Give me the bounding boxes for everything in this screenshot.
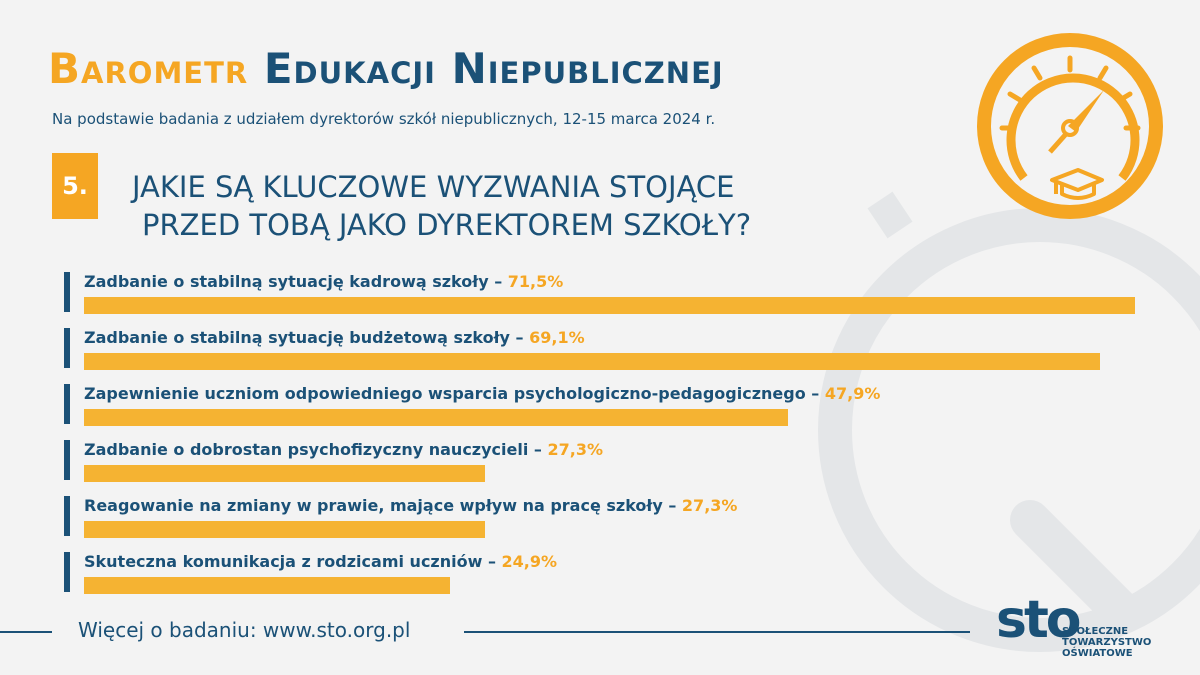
item-marker — [64, 496, 70, 536]
bar — [84, 465, 485, 482]
question-number: 5. — [52, 153, 98, 219]
bar — [84, 297, 1135, 314]
label-separator: – — [805, 384, 825, 403]
label-separator: – — [482, 552, 502, 571]
category-label: Skuteczna komunikacja z rodzicami ucznió… — [84, 552, 483, 571]
speedometer-graduation-cap-icon — [977, 33, 1163, 219]
logo-line-3: OŚWIATOWE — [1062, 648, 1133, 659]
title-part-2: Edukacji Niepublicznej — [263, 44, 724, 93]
page-title: Barometr Edukacji Niepublicznej — [48, 44, 724, 93]
sto-logo: sto SPOŁECZNE TOWARZYSTWO OŚWIATOWE — [996, 590, 1176, 660]
value-label: 47,9% — [824, 384, 881, 403]
bar — [84, 577, 450, 594]
value-label: 24,9% — [501, 552, 558, 571]
question-line-1: JAKIE SĄ KLUCZOWE WYZWANIA STOJĄCE — [132, 170, 735, 204]
bar-label: Zadbanie o stabilną sytuację kadrową szk… — [84, 272, 563, 291]
logo-line-2: TOWARZYSTWO — [1062, 637, 1152, 648]
logo-text: SPOŁECZNE TOWARZYSTWO OŚWIATOWE — [1062, 626, 1151, 659]
bar — [84, 353, 1100, 370]
title-part-1: Barometr — [48, 44, 249, 93]
item-marker — [64, 272, 70, 312]
logo-mark: sto — [996, 590, 1082, 650]
item-marker — [64, 384, 70, 424]
category-label: Zadbanie o stabilną sytuację kadrową szk… — [84, 272, 489, 291]
footer-divider-right — [464, 631, 970, 633]
footer-divider-left — [0, 631, 52, 633]
item-marker — [64, 328, 70, 368]
bar-label: Zapewnienie uczniom odpowiedniego wsparc… — [84, 384, 880, 403]
label-separator: – — [509, 328, 530, 347]
value-label: 69,1% — [529, 328, 585, 347]
logo-line-1: SPOŁECZNE — [1062, 626, 1129, 637]
value-label: 71,5% — [507, 272, 564, 291]
label-separator: – — [488, 272, 508, 291]
value-label: 27,3% — [547, 440, 603, 459]
item-marker — [64, 440, 70, 480]
label-separator: – — [662, 496, 682, 515]
label-separator: – — [528, 440, 548, 459]
category-label: Reagowanie na zmiany w prawie, mające wp… — [84, 496, 663, 515]
value-label: 27,3% — [681, 496, 738, 515]
question-line-2: PRZED TOBĄ JAKO DYREKTOREM SZKOŁY? — [142, 208, 752, 242]
item-marker — [64, 552, 70, 592]
category-label: Zadbanie o stabilną sytuację budżetową s… — [84, 328, 510, 347]
category-label: Zapewnienie uczniom odpowiedniego wsparc… — [84, 384, 806, 403]
bar-label: Zadbanie o dobrostan psychofizyczny nauc… — [84, 440, 603, 459]
category-label: Zadbanie o dobrostan psychofizyczny nauc… — [84, 440, 529, 459]
bar-label: Zadbanie o stabilną sytuację budżetową s… — [84, 328, 585, 347]
bar-label: Reagowanie na zmiany w prawie, mające wp… — [84, 496, 737, 515]
question-text: JAKIE SĄ KLUCZOWE WYZWANIA STOJĄCE PRZED… — [132, 168, 751, 244]
bar-label: Skuteczna komunikacja z rodzicami ucznió… — [84, 552, 557, 571]
bar — [84, 409, 788, 426]
footer-link[interactable]: Więcej o badaniu: www.sto.org.pl — [78, 618, 411, 642]
bar — [84, 521, 485, 538]
subtitle: Na podstawie badania z udziałem dyrektor… — [52, 110, 716, 128]
